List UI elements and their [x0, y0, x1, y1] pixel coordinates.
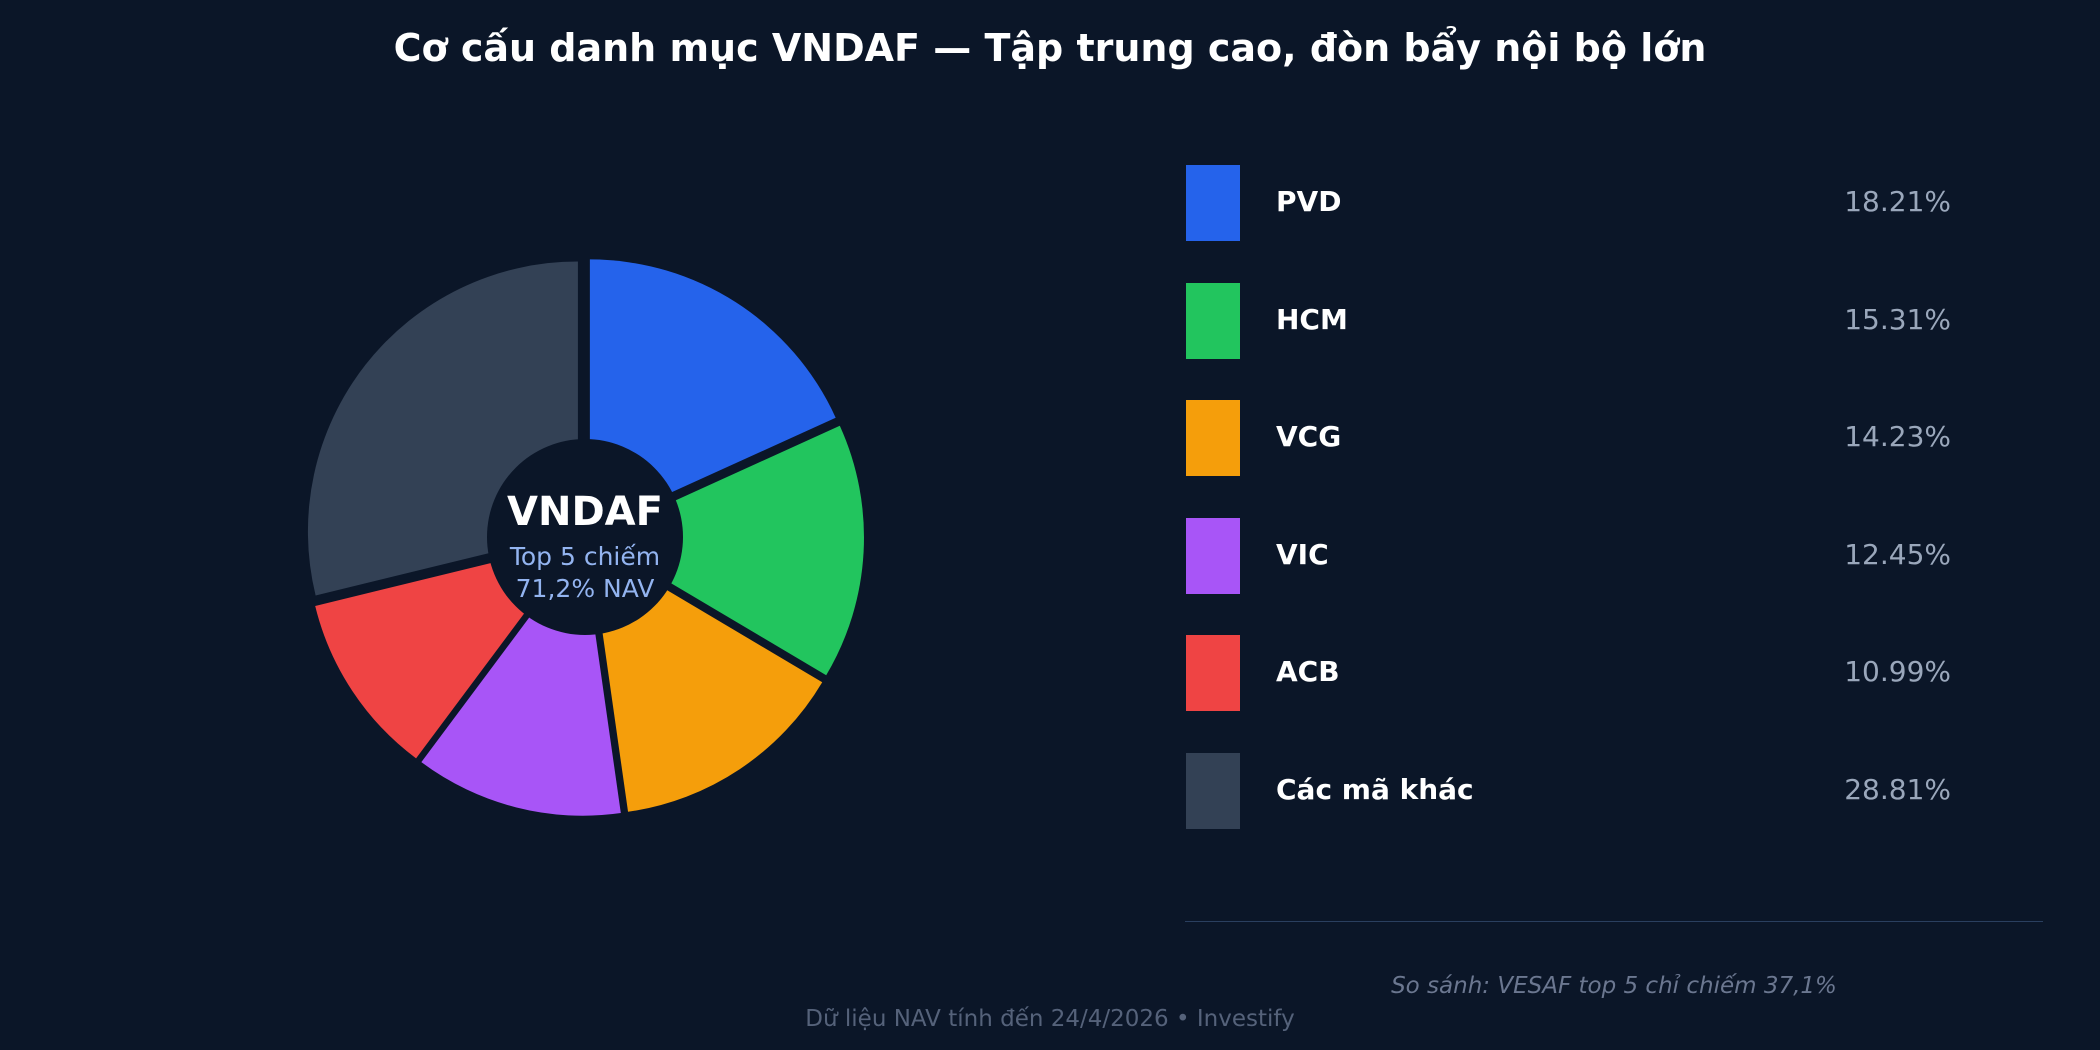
donut-hole — [487, 439, 683, 635]
donut-slice-hcm — [593, 425, 864, 676]
legend-item: Các mã khác 28.81% — [1186, 753, 1951, 829]
donut-center-line2: 71,2% NAV — [516, 574, 655, 603]
legend-value: 28.81% — [1844, 773, 1951, 806]
divider — [1185, 921, 2043, 922]
donut-slice-pvd — [589, 259, 836, 530]
legend-value: 18.21% — [1844, 185, 1951, 218]
legend-item: VCG 14.23% — [1186, 400, 1951, 477]
legend-label: VIC — [1276, 537, 1329, 571]
legend-swatch — [1186, 282, 1240, 359]
legend-swatch — [1186, 165, 1240, 241]
legend-swatch — [1186, 517, 1240, 594]
donut-center-title: VNDAF — [507, 489, 663, 535]
comparison-note: So sánh: VESAF top 5 chỉ chiếm 37,1% — [1391, 973, 1837, 999]
legend-label: ACB — [1276, 655, 1340, 689]
legend-label: HCM — [1276, 302, 1348, 336]
legend-label: PVD — [1276, 185, 1342, 218]
legend-value: 10.99% — [1844, 655, 1951, 689]
legend-label: Các mã khác — [1276, 773, 1474, 806]
footer-source: Dữ liệu NAV tính đến 24/4/2026 • Investi… — [805, 1006, 1295, 1032]
legend-item: ACB 10.99% — [1186, 635, 1951, 712]
legend-value: 14.23% — [1844, 420, 1951, 454]
legend-item: PVD 18.21% — [1186, 165, 1951, 241]
legend-swatch — [1186, 635, 1240, 712]
donut-center-line1: Top 5 chiếm — [509, 542, 660, 571]
legend-label: VCG — [1276, 420, 1342, 454]
legend-swatch — [1186, 400, 1240, 477]
legend-item: VIC 12.45% — [1186, 517, 1951, 594]
legend-item: HCM 15.31% — [1186, 282, 1951, 359]
chart-title: Cơ cấu danh mục VNDAF — Tập trung cao, đ… — [393, 26, 1707, 70]
legend-value: 12.45% — [1844, 537, 1951, 571]
legend-swatch — [1186, 753, 1240, 829]
legend-value: 15.31% — [1844, 302, 1951, 336]
